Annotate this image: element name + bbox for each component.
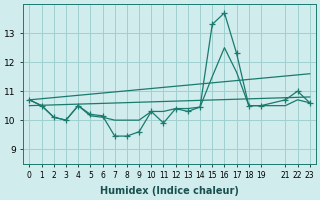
X-axis label: Humidex (Indice chaleur): Humidex (Indice chaleur) <box>100 186 239 196</box>
